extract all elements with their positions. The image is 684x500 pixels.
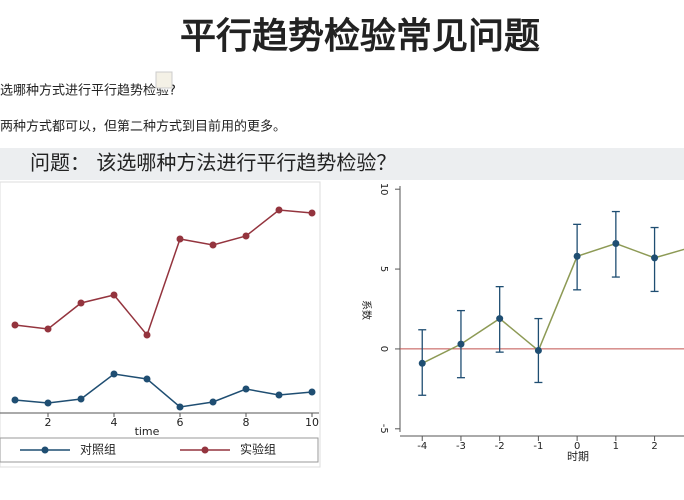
point xyxy=(573,252,581,260)
legend-label: 实验组 xyxy=(240,442,276,457)
coef-line xyxy=(421,242,684,364)
point xyxy=(308,209,316,217)
x-tick-label: -4 xyxy=(417,441,427,452)
note-icon xyxy=(155,71,173,89)
point xyxy=(44,325,52,333)
point xyxy=(534,347,542,355)
point xyxy=(143,375,151,383)
question-band xyxy=(0,148,684,180)
x-tick-label: 2 xyxy=(45,416,52,429)
point xyxy=(308,388,316,396)
x-tick-label: 6 xyxy=(177,416,184,429)
point xyxy=(242,385,250,393)
series-line xyxy=(14,209,313,337)
x-tick-label: 8 xyxy=(243,416,250,429)
x-tick-label: 0 xyxy=(574,441,580,452)
point xyxy=(176,403,184,411)
slide-title: 平行趋势检验常见问题 xyxy=(180,16,540,57)
y-tick-label: 10 xyxy=(378,183,389,196)
point xyxy=(209,241,217,249)
point xyxy=(77,395,85,403)
y-tick-label: 0 xyxy=(378,346,389,352)
point xyxy=(110,370,118,378)
x-tick-label: 4 xyxy=(111,416,118,429)
x-axis-title: 时期 xyxy=(567,450,589,463)
point xyxy=(651,254,659,262)
text-line: 两种方式都可以，但第二种方式到目前用的更多。 xyxy=(0,119,286,135)
point xyxy=(176,235,184,243)
x-tick-label: 2 xyxy=(651,441,657,452)
point xyxy=(275,391,283,399)
point xyxy=(209,398,217,406)
legend-box xyxy=(0,437,319,463)
x-tick-label: 1 xyxy=(613,441,619,452)
series-line xyxy=(14,373,313,408)
point xyxy=(242,232,250,240)
x-axis-title: time xyxy=(135,425,160,438)
x-tick-label: -1 xyxy=(533,441,543,452)
legend-marker xyxy=(201,446,209,454)
x-tick-label: -2 xyxy=(495,441,505,452)
question: 问题： 该选哪种方法进行平行趋势检验？ xyxy=(30,151,396,175)
point xyxy=(612,240,620,248)
point xyxy=(457,340,465,348)
point xyxy=(496,315,504,323)
text-line: 选哪种方式进行平行趋势检验? xyxy=(0,83,176,99)
y-tick-label: 5 xyxy=(378,266,389,272)
x-tick-label: -3 xyxy=(456,441,466,452)
point xyxy=(275,206,283,214)
y-tick-label: -5 xyxy=(378,424,389,434)
point xyxy=(418,359,426,367)
point xyxy=(11,396,19,404)
legend-marker xyxy=(41,446,49,454)
y-axis-title: 系数 xyxy=(360,300,373,320)
point xyxy=(44,399,52,407)
point xyxy=(11,321,19,329)
legend-label: 对照组 xyxy=(80,443,116,457)
point xyxy=(143,331,151,339)
point xyxy=(77,299,85,307)
x-tick-label: 10 xyxy=(305,416,319,429)
point xyxy=(110,291,118,299)
